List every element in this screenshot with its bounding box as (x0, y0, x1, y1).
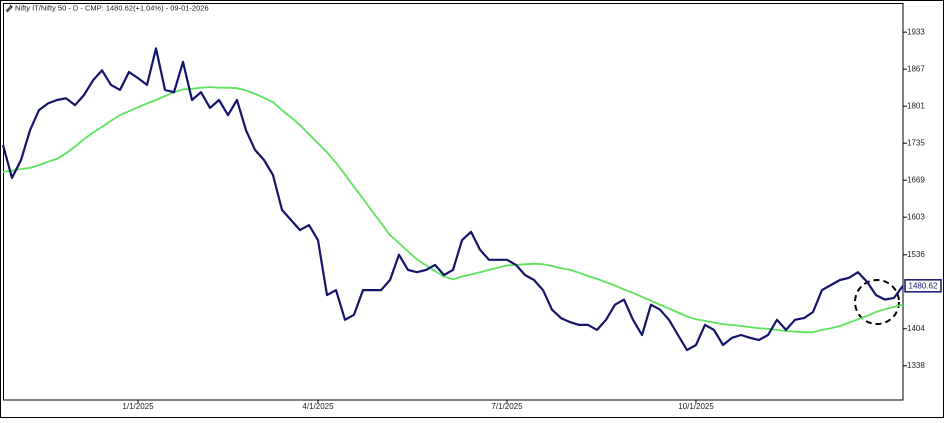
last-value-tag: 1480.62 (904, 279, 942, 293)
last-value-label: 1480.62 (909, 281, 938, 290)
y-tick-label: 1603 (907, 212, 925, 221)
chart-title: Nifty IT/Nifty 50 - D - CMP: 1480.62(+1.… (15, 3, 209, 12)
series-line (1, 47, 904, 352)
x-tick-label: 7/1/2025 (491, 402, 523, 411)
y-tick-label: 1801 (907, 101, 925, 110)
series-line (2, 86, 904, 334)
y-tick-label: 1669 (907, 175, 925, 184)
y-tick-label: 1404 (907, 324, 925, 333)
y-tick-label: 1338 (907, 361, 925, 370)
y-tick-label: 1735 (907, 138, 925, 147)
title-icon (5, 4, 13, 13)
x-tick-label: 10/1/2025 (678, 402, 714, 411)
plot-frame (3, 3, 904, 401)
highlight-circle (854, 279, 900, 325)
y-tick-label: 1933 (907, 27, 925, 36)
last-value-box (904, 279, 942, 293)
x-tick-label: 1/1/2025 (122, 402, 154, 411)
y-tick-label: 1867 (907, 64, 925, 73)
y-tick-label: 1536 (907, 250, 925, 259)
x-tick-label: 4/1/2025 (302, 402, 334, 411)
